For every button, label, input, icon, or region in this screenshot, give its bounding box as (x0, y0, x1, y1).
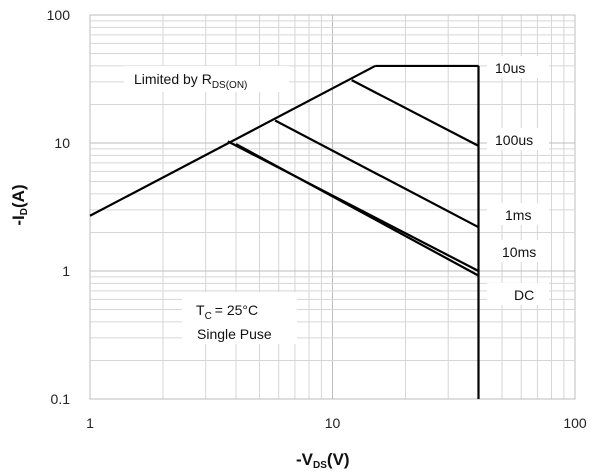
annotation-limited: Limited by RDS(ON) (124, 66, 289, 92)
temperature-label: TC = 25°C (196, 302, 258, 322)
x-tick-label: 1 (86, 415, 94, 431)
curve-label-dc: DC (514, 287, 534, 303)
rds-on-limit-line (89, 64, 376, 217)
annotation-conditions: TC = 25°C Single Puse (182, 292, 297, 344)
label-bg-10ms (487, 240, 549, 262)
limited-by-label: Limited by RDS(ON) (134, 71, 247, 91)
conditions-bg (182, 292, 297, 344)
label-bg-10us (487, 56, 549, 78)
x-tick-label: 100 (563, 415, 587, 431)
x-tick-label: 10 (325, 415, 341, 431)
y-tick-label: 10 (54, 135, 70, 151)
pulse-label: Single Puse (197, 326, 272, 342)
y-axis-title: -ID(A) (9, 184, 30, 225)
series-line-10us (351, 79, 480, 147)
curves (89, 64, 480, 399)
curve-label-100us: 100us (495, 132, 533, 148)
y-tick-label: 0.1 (51, 391, 71, 407)
series-line-100us (274, 119, 480, 229)
x-axis-title: -VDS(V) (296, 450, 350, 471)
label-bg-1ms (487, 203, 549, 225)
tick-labels: 1 10 100 0.1 1 10 100 (47, 7, 587, 431)
series-line-10ms (235, 143, 480, 277)
y-tick-label: 100 (47, 7, 71, 23)
curve-label-1ms: 1ms (505, 207, 531, 223)
label-bg-100us (487, 128, 549, 150)
limited-bg (124, 66, 289, 92)
label-bg-dc (487, 283, 549, 305)
curve-label-10ms: 10ms (502, 244, 536, 260)
y-tick-label: 1 (62, 263, 70, 279)
curve-label-10us: 10us (495, 60, 525, 76)
curve-labels: 10us 100us 1ms 10ms DC (487, 56, 549, 305)
